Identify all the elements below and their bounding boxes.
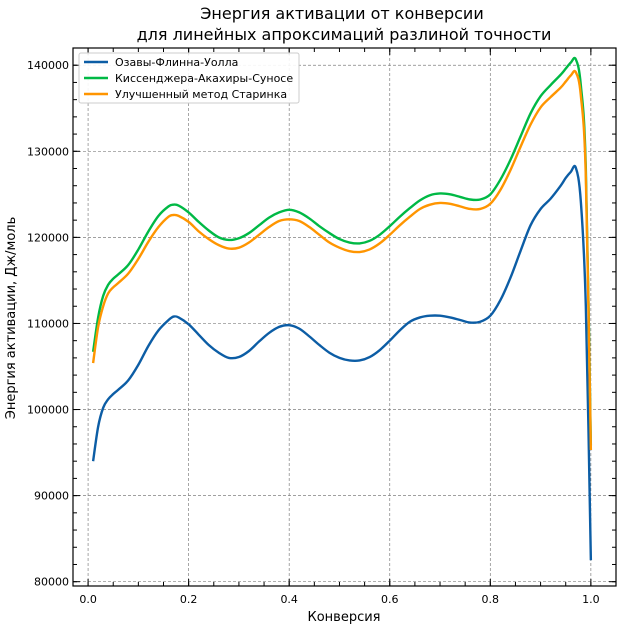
y-tick-label: 130000 (27, 145, 69, 158)
x-tick-label: 0.4 (280, 593, 298, 606)
x-axis-label: Конверсия (307, 610, 380, 625)
x-tick-label: 0.8 (482, 593, 500, 606)
y-tick-label: 110000 (27, 317, 69, 330)
series-line-ozawa (91, 164, 593, 561)
x-tick-labels: 0.0 0.2 0.4 0.6 0.8 1.0 (79, 593, 599, 606)
x-tick-label: 0.2 (180, 593, 198, 606)
y-axis-label: Энергия активации, Дж/моль (4, 217, 19, 420)
series-line-kissinger (91, 56, 593, 446)
y-tick-label: 90000 (34, 490, 69, 503)
y-tick-label: 140000 (27, 59, 69, 72)
y-tick-label: 120000 (27, 231, 69, 244)
legend-label-starink: Улучшенный метод Старинка (115, 88, 287, 101)
y-tick-labels: 80000 90000 100000 110000 120000 130000 140000 (27, 59, 69, 588)
x-tick-label: 1.0 (582, 593, 600, 606)
chart-title-line-2: для линейных апроксимаций разлиной точно… (137, 25, 552, 44)
chart-title-line-1: Энергия активации от конверсии (200, 4, 483, 23)
legend-label-ozawa: Озавы-Флинна-Уолла (115, 56, 238, 69)
y-tick-label: 80000 (34, 576, 69, 589)
legend-label-kissinger: Киссенджера-Акахиры-Суносе (115, 72, 293, 85)
series-lines (91, 56, 593, 561)
legend: Озавы-Флинна-Уолла Киссенджера-Акахиры-С… (78, 52, 300, 104)
y-tick-label: 100000 (27, 404, 69, 417)
x-tick-label: 0.6 (381, 593, 399, 606)
legend-box (78, 52, 300, 104)
series-line-starink (91, 69, 593, 451)
x-tick-label: 0.0 (79, 593, 97, 606)
plot-frame (72, 47, 617, 587)
